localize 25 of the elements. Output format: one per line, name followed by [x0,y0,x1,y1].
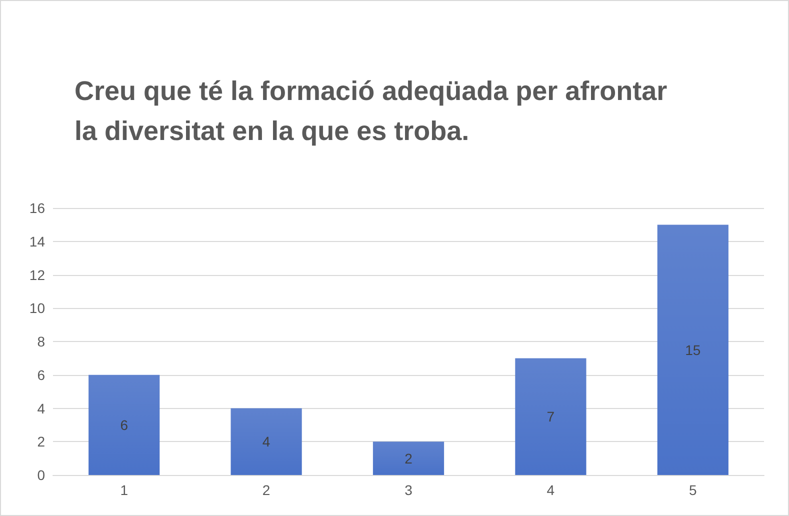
x-tick-label: 5 [689,482,697,498]
y-tick-label: 12 [29,266,46,283]
data-label: 15 [685,342,701,358]
chart-title: Creu que té la formació adeqüada per afrontar la diversitat en la que es troba. [74,76,675,146]
data-label: 6 [120,416,128,433]
bar [88,374,160,475]
y-tick-label: 0 [37,467,46,483]
y-tick-label: 2 [37,434,46,450]
y-tick-label: 4 [37,400,46,416]
x-tick-label: 4 [546,482,555,498]
bar [230,408,302,475]
y-tick-label: 6 [37,366,46,383]
y-tick-label: 14 [29,233,46,250]
x-tick-label: 1 [120,482,128,498]
y-tick-label: 8 [37,334,46,350]
y-tick-label: 16 [29,200,46,216]
bar [372,442,444,475]
y-tick-label: 10 [29,300,46,316]
data-label: 2 [404,450,413,466]
bar [657,224,728,475]
x-tick-label: 3 [404,482,413,498]
data-label: 4 [262,434,270,450]
bar [515,358,586,475]
x-tick-label: 2 [262,482,270,498]
data-label: 7 [546,408,555,425]
